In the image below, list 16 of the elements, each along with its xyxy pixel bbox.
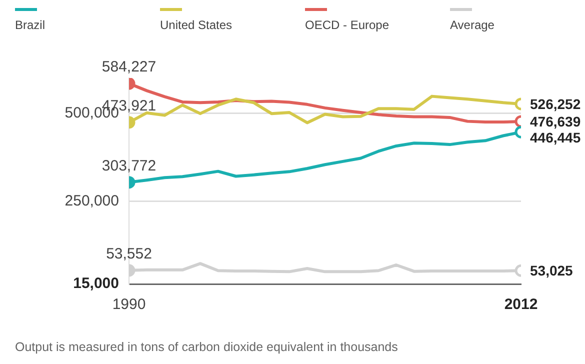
data-label: 476,639 [530,113,581,130]
legend-label: Brazil [15,18,46,32]
data-label: 446,445 [530,129,581,146]
x-tick-label: 1990 [112,296,146,314]
text: Output is measured in tons of carbon dioxide equivalent in thousands [15,340,398,354]
legend-label: United States [160,18,234,32]
data-label: 526,252 [530,96,581,112]
y-tick-label: 15,000 [73,275,119,292]
legend-label: OECD - Europe [305,18,390,32]
data-label: 303,772 [102,157,156,174]
data-label: 53,025 [530,262,574,279]
data-label: 53,552 [106,245,152,262]
legend-label: Average [450,18,496,32]
x-tick-label: 2012 [504,296,538,314]
y-tick-label: 250,000 [64,192,119,210]
data-label: 584,227 [102,58,156,76]
